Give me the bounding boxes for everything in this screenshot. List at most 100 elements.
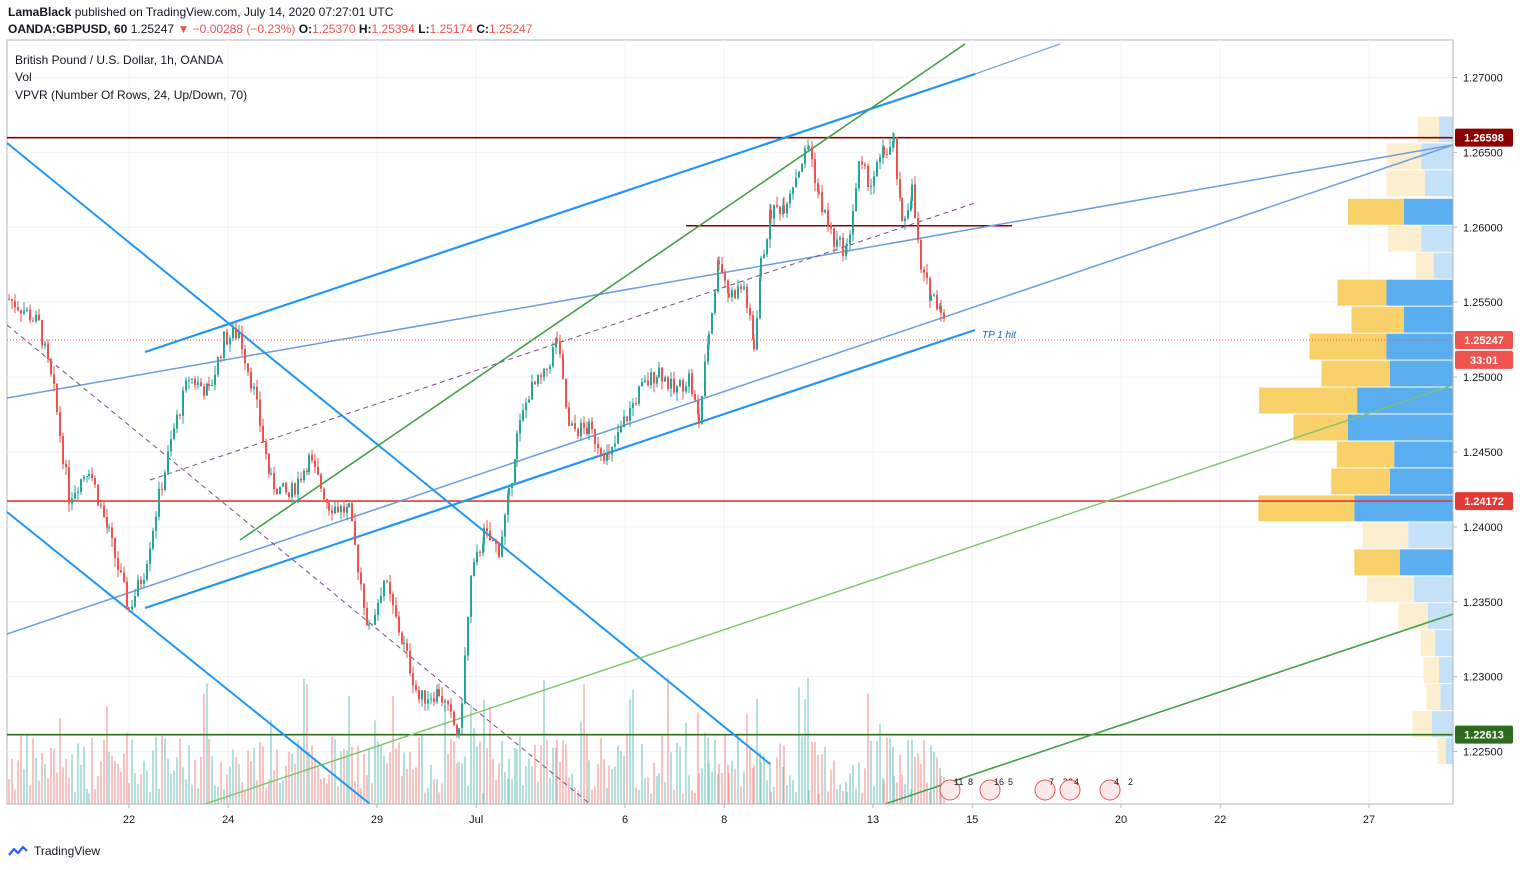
volume-bar [682,793,684,804]
candle-body [899,179,901,198]
volume-bar [808,789,810,804]
candle-body [191,378,193,380]
candle-body [41,319,43,346]
volume-bar [424,792,426,804]
volume-bar [77,743,79,804]
candle-body [498,543,500,558]
candle-body [398,616,400,633]
candle-body [208,383,210,386]
candle-body [846,243,848,247]
volume-bar [303,678,305,804]
low-value: 1.25174 [429,22,473,36]
plot-area[interactable] [6,39,1454,805]
candle-body [253,386,255,389]
candle-body [779,206,781,215]
y-tick-label: 1.25500 [1463,297,1503,309]
volume-bar [923,740,925,804]
vp-down-row [1423,657,1439,684]
candle-body [565,378,567,408]
volume-bar [88,793,90,804]
volume-bar [698,773,700,804]
time-axis[interactable]: 22 24 29 Jul 6 8 13 15 20 22 27 [123,804,1375,826]
candle-body [845,246,847,256]
y-tick-label: 1.23000 [1463,672,1503,684]
legend-vpvr[interactable]: VPVR (Number Of Rows, 24, Up/Down, 70) [15,88,248,102]
candle-body [644,380,646,382]
volume-bar [759,752,761,804]
candle-body [525,402,527,411]
candle-body [650,371,652,386]
candle-body [698,414,700,425]
volume-bar [879,724,881,804]
volume-bar [889,738,891,804]
candle-body [232,328,234,339]
candle-body [608,452,610,455]
vp-down-row [1258,495,1355,522]
vp-down-row [1366,576,1414,603]
volume-bar [507,778,509,804]
candle-body [920,240,922,270]
candle-body [833,228,835,247]
volume-bar [282,780,284,804]
volume-bar [456,763,458,804]
x-tick-label: 6 [622,814,628,826]
candle-body [727,280,729,294]
volume-bar [229,766,231,804]
candle-body [760,258,762,278]
vp-down-row [1415,252,1434,279]
legend-vol[interactable]: Vol [15,70,32,84]
candle-body [559,341,561,355]
volume-bar [270,719,272,804]
volume-bar [103,740,105,804]
candle-body [842,237,844,256]
candle-body [708,333,710,345]
price-label-tag [1455,725,1513,744]
vp-up-row [1440,684,1453,711]
volume-bar [632,689,634,804]
candle-body [94,477,96,485]
candle-body [795,177,797,188]
candle-body [583,423,585,428]
candle-body [817,183,819,192]
candle-body [71,498,73,504]
volume-bar [833,760,835,804]
candle-body [44,343,46,346]
footer-brand[interactable]: TradingView [34,844,101,858]
candle-body [453,711,455,725]
candle-body [14,301,16,308]
volume-bar [673,789,675,804]
legend-main[interactable]: British Pound / U.S. Dollar, 1h, OANDA [15,53,224,67]
volume-bar [409,751,411,804]
volume-bar [291,754,293,804]
candle-body [250,371,252,389]
volume-bar [870,740,872,804]
candle-body [492,540,494,542]
candle-body [473,562,475,576]
candle-body [786,203,788,214]
price-label-tag [1455,331,1513,350]
volume-bar [470,704,472,804]
candle-body [427,699,429,704]
volume-bar [300,746,302,804]
candle-body [543,368,545,377]
economic-events[interactable]: 118165738442 [939,777,1133,801]
volume-bar [483,699,485,804]
volume-bar [26,734,28,804]
y-tick-label: 1.25000 [1463,372,1503,384]
candle-body [752,315,754,340]
volume-bar [769,761,771,804]
volume-bar [317,765,319,804]
author-name[interactable]: LamaBlack [8,5,72,19]
candle-body [664,377,666,382]
candle-body [91,473,93,478]
candle-body [238,332,240,339]
price-axis[interactable]: 1.27000 1.26500 1.26000 1.25500 1.25000 1.245… [1453,72,1503,759]
volume-bar [498,763,500,804]
candle-body [743,286,745,290]
volume-bar [50,748,52,804]
candle-body [580,423,582,437]
y-tick-label: 1.24000 [1463,522,1503,534]
trend-drawings[interactable] [7,43,1453,804]
volume-bar [438,792,440,804]
